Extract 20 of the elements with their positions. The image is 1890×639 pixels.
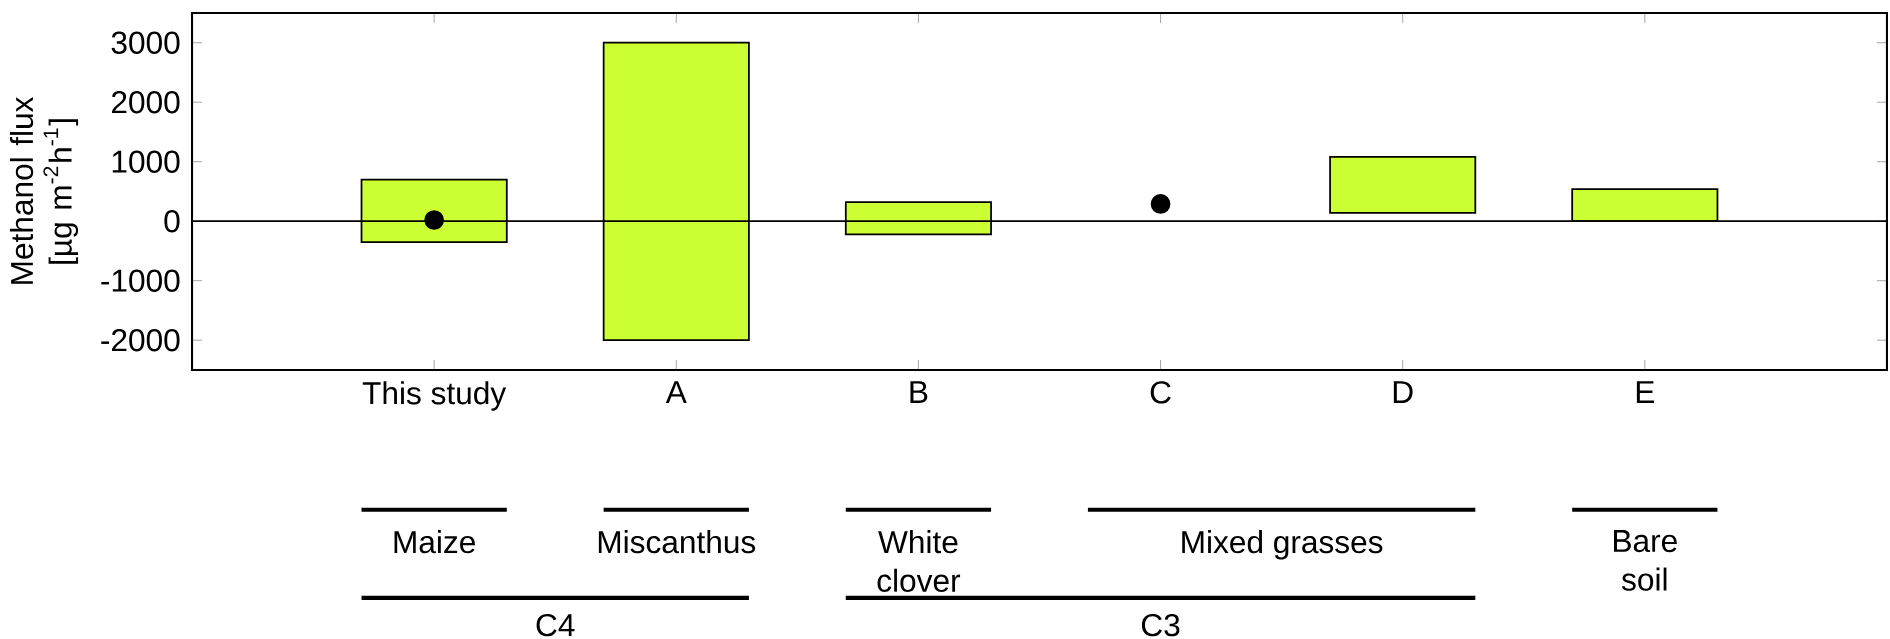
x-tick-label: E [1636,381,1655,403]
x-tick-label: D [1393,381,1413,403]
text: C3 [1141,613,1180,637]
text: Bare soil [1614,530,1677,591]
text: White clover [877,530,961,592]
x-tick-label: C [1150,381,1171,404]
y-tick-label: -2000 [101,329,180,352]
y-tick-label: 0 [164,210,180,233]
y-tick-label: 2000 [112,91,180,114]
x-tick-label: A [665,381,687,403]
x-tick-label: B [910,381,928,403]
bar [1329,156,1477,214]
y-tick-label: 1000 [112,150,180,173]
y-tick-label: 3000 [111,31,180,54]
x-tick-label: This study [362,381,507,411]
text: C4 [536,613,575,637]
text: Miscanthus [598,530,756,554]
text: Mixed grasses [1182,530,1383,560]
text: Maize [394,530,475,554]
y-tick-label: -1000 [101,269,180,292]
